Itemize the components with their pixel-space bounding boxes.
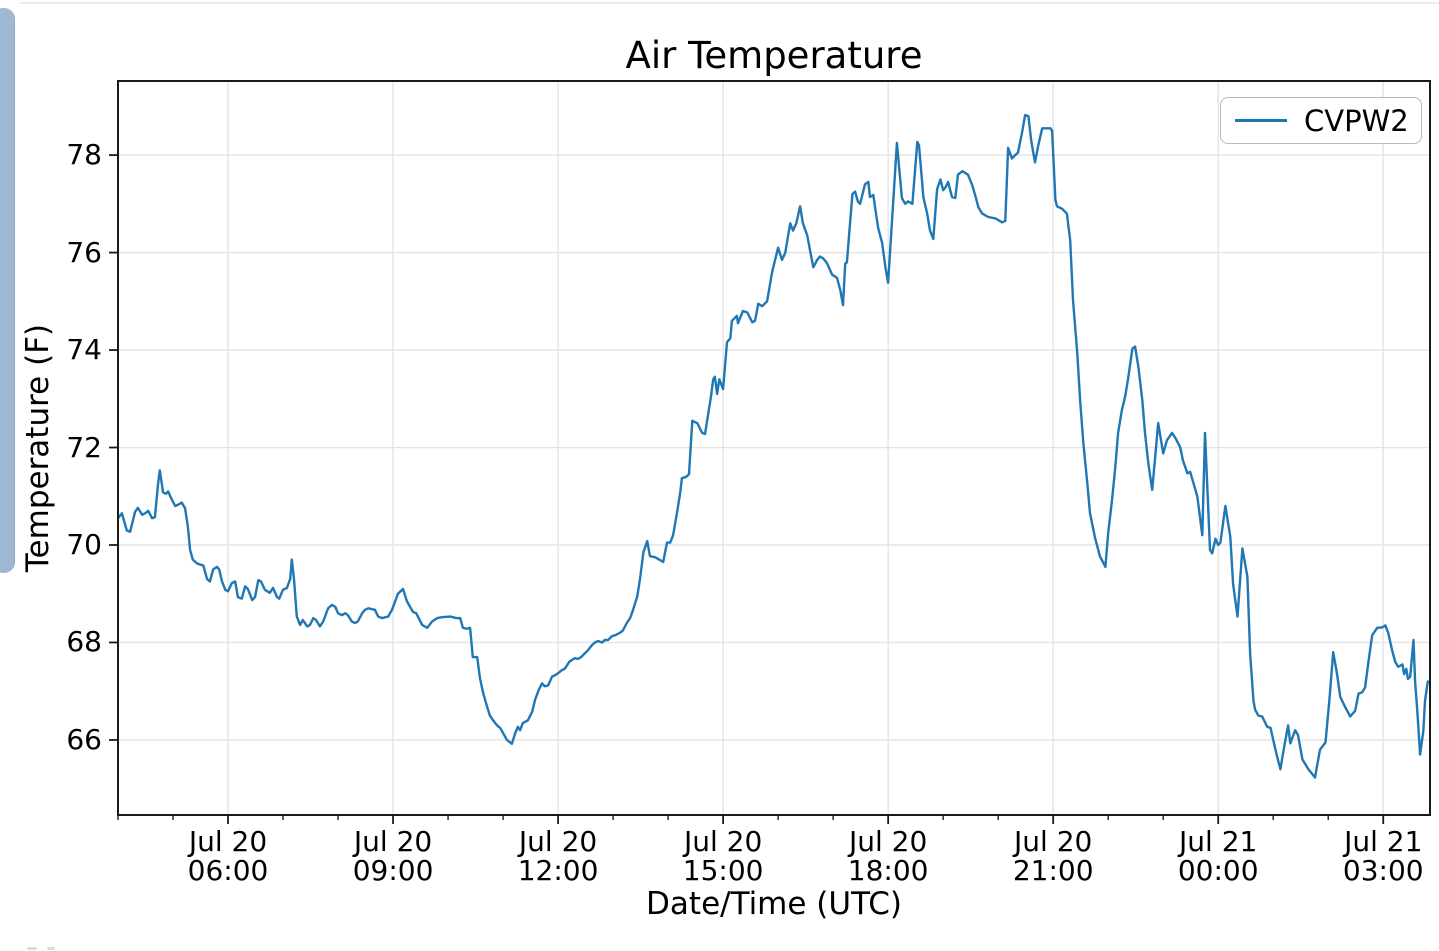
chart-title: Air Temperature — [625, 34, 923, 77]
cropped-text-fragment — [27, 947, 37, 950]
y-tick-label: 70 — [66, 527, 102, 561]
y-tick-label: 68 — [66, 625, 102, 659]
legend-label: CVPW2 — [1304, 103, 1409, 138]
y-tick-label: 74 — [66, 333, 102, 367]
x-tick-label: Jul 20 15:00 — [682, 825, 764, 887]
page-top-divider — [20, 2, 1439, 4]
y-tick-label: 72 — [66, 430, 102, 464]
y-tick-label: 76 — [66, 235, 102, 269]
x-tick-label: Jul 21 03:00 — [1342, 825, 1424, 887]
x-tick-label: Jul 21 00:00 — [1177, 825, 1259, 887]
x-tick-label: Jul 20 18:00 — [847, 825, 929, 887]
x-tick-label: Jul 20 21:00 — [1012, 825, 1094, 887]
left-scrollbar-thumb[interactable] — [0, 8, 15, 573]
x-axis-label: Date/Time (UTC) — [646, 886, 902, 922]
y-tick-label: 78 — [66, 138, 102, 172]
legend-line-sample — [1235, 119, 1287, 122]
x-tick-label: Jul 20 09:00 — [352, 825, 434, 887]
legend: CVPW2 — [1220, 97, 1422, 144]
cropped-text-fragment — [47, 947, 55, 950]
x-tick-label: Jul 20 06:00 — [187, 825, 269, 887]
x-tick-label: Jul 20 12:00 — [517, 825, 599, 887]
temperature-series-line — [116, 113, 1430, 779]
y-tick-label: 66 — [66, 722, 102, 756]
